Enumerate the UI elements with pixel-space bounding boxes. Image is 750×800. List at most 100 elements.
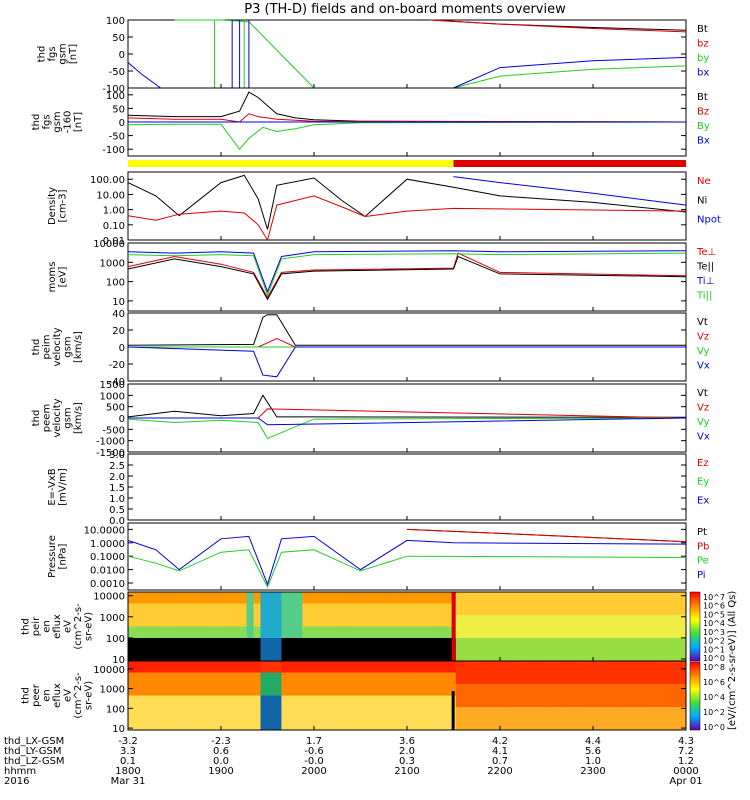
heatmap-cell	[434, 718, 443, 731]
x-axis-labels: thd_LX-GSM -3.2 -2.3 1.7 3.6 4.2 4.4 4.3 thd_LY-…	[4, 736, 703, 787]
heatmap-cell	[281, 661, 289, 673]
heatmap-cell	[420, 695, 429, 708]
heatmap-cell	[434, 592, 443, 604]
heatmap-cell	[518, 684, 527, 696]
heatmap-cell	[134, 661, 143, 673]
heatmap-cell	[183, 638, 192, 650]
heatmap-cell	[372, 638, 380, 650]
heatmap-cell	[386, 718, 394, 731]
heatmap-cell	[658, 626, 666, 639]
heatmap-cell	[253, 718, 262, 731]
heatmap-cell	[274, 638, 282, 650]
heatmap-cell	[525, 603, 534, 616]
y-tick-label: -20	[109, 360, 125, 371]
heatmap-cell	[665, 603, 673, 616]
heatmap-cell	[330, 649, 338, 662]
heatmap-cell	[253, 603, 262, 616]
heatmap-cell	[197, 615, 206, 627]
heatmap-cell	[427, 615, 436, 627]
heatmap-cell	[260, 707, 268, 719]
x-row-value: 4.1	[492, 746, 508, 757]
heatmap-cell	[141, 684, 150, 696]
heatmap-cell	[574, 707, 582, 719]
heatmap-cell	[511, 718, 520, 731]
panel-frame	[127, 171, 687, 241]
heatmap-cell	[525, 592, 534, 604]
heatmap-cell	[197, 718, 206, 731]
heatmap-cell	[490, 649, 499, 662]
legend-Vx: Vx	[697, 361, 710, 372]
heatmap-cell	[239, 672, 248, 685]
heatmap-cell	[448, 684, 457, 696]
series-Vy	[127, 417, 687, 440]
heatmap-cell	[239, 592, 248, 604]
heatmap-cell	[351, 684, 359, 696]
heatmap-cell	[232, 672, 241, 685]
heatmap-cell	[155, 592, 164, 604]
heatmap-cell	[239, 626, 248, 639]
heatmap-cell	[546, 684, 554, 696]
heatmap-cell	[246, 695, 255, 708]
heatmap-cell	[393, 661, 401, 673]
heatmap-cell	[372, 649, 380, 662]
heatmap-cell	[274, 672, 282, 685]
heatmap-cell	[379, 718, 387, 731]
heatmap-cell	[630, 649, 638, 662]
series-Vt	[127, 314, 686, 346]
heatmap-cell	[309, 626, 317, 639]
heatmap-cell	[483, 718, 492, 731]
heatmap-cell	[197, 638, 206, 650]
heatmap-cell	[532, 707, 541, 719]
heatmap-cell	[504, 661, 513, 673]
heatmap-cell	[351, 649, 359, 662]
heatmap-cell	[602, 707, 610, 719]
heatmap-cell	[169, 615, 178, 627]
y-axis-label: velocity	[52, 327, 63, 366]
heatmap-cell	[476, 707, 485, 719]
y-tick-label: 50	[112, 33, 125, 44]
heatmap-cell	[155, 718, 164, 731]
heatmap-cell	[588, 695, 596, 708]
y-tick-label: 0.01	[103, 236, 125, 247]
heatmap-cell	[239, 684, 248, 696]
heatmap-cell	[546, 672, 554, 685]
heatmap-cell	[246, 661, 255, 673]
legend-Pi: Pi	[697, 570, 706, 581]
heatmap-cell	[407, 695, 415, 708]
heatmap-cell	[588, 626, 596, 639]
heatmap-cell	[511, 638, 520, 650]
series-bz	[430, 19, 687, 33]
heatmap-cell	[232, 649, 241, 662]
heatmap-cell	[525, 695, 534, 708]
heatmap-cell	[176, 626, 185, 639]
heatmap-cell	[623, 672, 631, 685]
heatmap-cell	[344, 695, 352, 708]
heatmap-cell	[469, 603, 478, 616]
heatmap-cell	[602, 649, 610, 662]
heatmap-cell	[218, 672, 227, 685]
colorbar-tick-label: 10^7	[703, 593, 725, 602]
heatmap-cell	[246, 592, 255, 604]
heatmap-cell	[539, 684, 547, 696]
legend-bz: bz	[697, 39, 709, 50]
heatmap-cell	[302, 638, 310, 650]
x-row-value: 4.3	[678, 736, 694, 747]
heatmap-cell	[434, 626, 443, 639]
heatmap-cell	[476, 615, 485, 627]
legend-bx: bx	[697, 68, 709, 79]
heatmap-cell	[539, 603, 547, 616]
heatmap-cell	[581, 684, 589, 696]
heatmap-cell	[190, 615, 199, 627]
heatmap-cell	[372, 695, 380, 708]
heatmap-cell	[637, 661, 645, 673]
heatmap-cell	[267, 649, 275, 662]
heatmap-cell	[197, 661, 206, 673]
heatmap-cell	[393, 684, 401, 696]
heatmap-cell	[197, 695, 206, 708]
heatmap-cell	[602, 638, 610, 650]
y-tick-label: 100.00	[90, 175, 125, 186]
heatmap-cell	[441, 672, 450, 685]
heatmap-cell	[351, 615, 359, 627]
heatmap-cell	[504, 592, 513, 604]
heatmap-cell	[400, 626, 408, 639]
